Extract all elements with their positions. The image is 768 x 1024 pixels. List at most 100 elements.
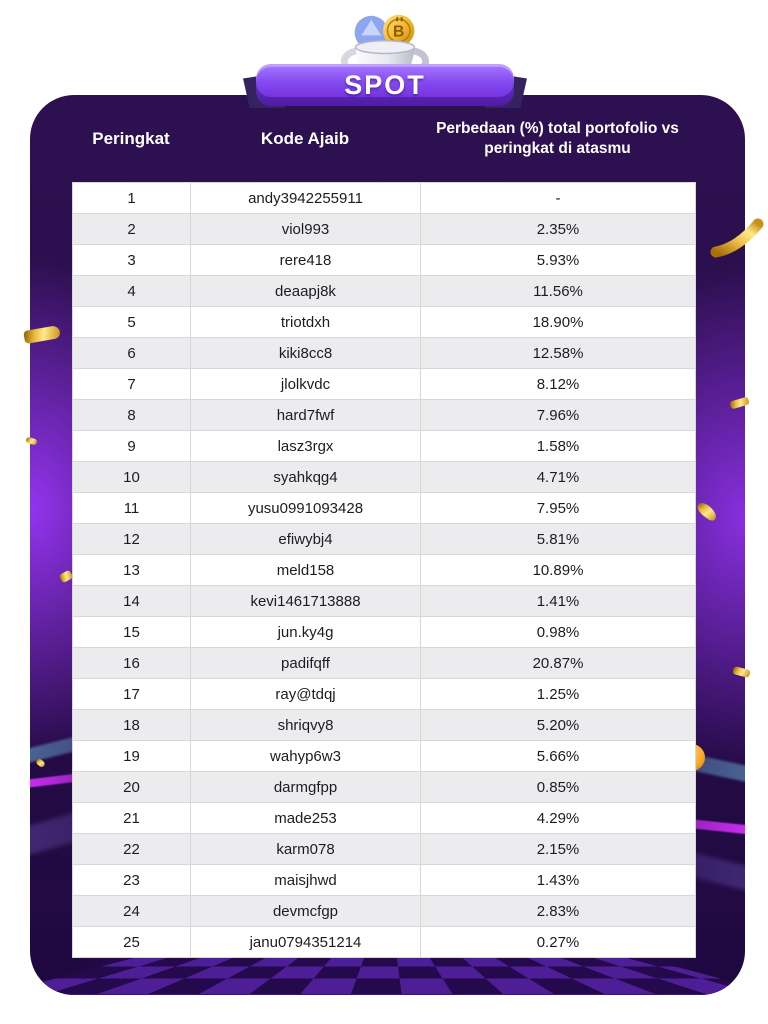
rank-cell: 19 xyxy=(72,740,191,772)
diff-cell: 2.35% xyxy=(420,213,696,245)
rank-cell: 6 xyxy=(72,337,191,369)
leaderboard-row: 14 kevi1461713888 1.41% xyxy=(72,585,696,617)
rank-cell: 21 xyxy=(72,802,191,834)
diff-cell: 5.20% xyxy=(420,709,696,741)
diff-cell: 2.15% xyxy=(420,833,696,865)
rank-cell: 1 xyxy=(72,182,191,214)
leaderboard-row: 16 padifqff 20.87% xyxy=(72,647,696,679)
leaderboard-row: 20 darmgfpp 0.85% xyxy=(72,771,696,803)
leaderboard-row: 19 wahyp6w3 5.66% xyxy=(72,740,696,772)
diff-cell: 2.83% xyxy=(420,895,696,927)
code-cell: syahkqg4 xyxy=(190,461,421,493)
rank-cell: 22 xyxy=(72,833,191,865)
code-cell: kiki8cc8 xyxy=(190,337,421,369)
rank-cell: 9 xyxy=(72,430,191,462)
column-header-diff: Perbedaan (%) total portofolio vs pering… xyxy=(436,119,679,157)
code-cell: jlolkvdc xyxy=(190,368,421,400)
spot-label: SPOT xyxy=(344,69,426,100)
leaderboard-row: 23 maisjhwd 1.43% xyxy=(72,864,696,896)
leaderboard-table: 1 andy3942255911 - 2 viol993 2.35% 3 rer… xyxy=(72,182,696,958)
rank-cell: 18 xyxy=(72,709,191,741)
code-cell: andy3942255911 xyxy=(190,182,421,214)
code-cell: hard7fwf xyxy=(190,399,421,431)
diff-cell: 5.81% xyxy=(420,523,696,555)
code-cell: efiwybj4 xyxy=(190,523,421,555)
rank-cell: 5 xyxy=(72,306,191,338)
rank-cell: 13 xyxy=(72,554,191,586)
table-header: Peringkat Kode Ajaib Perbedaan (%) total… xyxy=(72,97,695,181)
code-cell: triotdxh xyxy=(190,306,421,338)
leaderboard-row: 2 viol993 2.35% xyxy=(72,213,696,245)
spot-banner: B SPOT xyxy=(243,6,527,110)
leaderboard-row: 22 karm078 2.15% xyxy=(72,833,696,865)
spot-ribbon-bar: SPOT xyxy=(256,64,514,106)
code-cell: deaapj8k xyxy=(190,275,421,307)
code-cell: padifqff xyxy=(190,647,421,679)
diff-cell: 1.43% xyxy=(420,864,696,896)
diff-cell: 4.71% xyxy=(420,461,696,493)
rank-cell: 14 xyxy=(72,585,191,617)
diff-cell: 11.56% xyxy=(420,275,696,307)
rank-cell: 23 xyxy=(72,864,191,896)
code-cell: wahyp6w3 xyxy=(190,740,421,772)
diff-cell: 7.96% xyxy=(420,399,696,431)
leaderboard-row: 7 jlolkvdc 8.12% xyxy=(72,368,696,400)
leaderboard-row: 8 hard7fwf 7.96% xyxy=(72,399,696,431)
code-cell: meld158 xyxy=(190,554,421,586)
diff-cell: 18.90% xyxy=(420,306,696,338)
rank-cell: 2 xyxy=(72,213,191,245)
diff-cell: - xyxy=(420,182,696,214)
rank-cell: 25 xyxy=(72,926,191,958)
leaderboard-row: 6 kiki8cc8 12.58% xyxy=(72,337,696,369)
svg-text:B: B xyxy=(393,23,404,40)
leaderboard-row: 13 meld158 10.89% xyxy=(72,554,696,586)
leaderboard-card: Peringkat Kode Ajaib Perbedaan (%) total… xyxy=(30,95,745,995)
code-cell: kevi1461713888 xyxy=(190,585,421,617)
code-cell: lasz3rgx xyxy=(190,430,421,462)
leaderboard-row: 5 triotdxh 18.90% xyxy=(72,306,696,338)
diff-cell: 7.95% xyxy=(420,492,696,524)
diff-cell: 20.87% xyxy=(420,647,696,679)
code-cell: maisjhwd xyxy=(190,864,421,896)
code-cell: rere418 xyxy=(190,244,421,276)
column-header-rank: Peringkat xyxy=(92,129,170,148)
leaderboard-row: 12 efiwybj4 5.81% xyxy=(72,523,696,555)
code-cell: yusu0991093428 xyxy=(190,492,421,524)
diff-cell: 5.93% xyxy=(420,244,696,276)
rank-cell: 10 xyxy=(72,461,191,493)
leaderboard-rows: 1 andy3942255911 - 2 viol993 2.35% 3 rer… xyxy=(72,182,696,958)
rank-cell: 8 xyxy=(72,399,191,431)
diff-cell: 0.27% xyxy=(420,926,696,958)
spot-ribbon: SPOT xyxy=(243,56,527,110)
diff-cell: 8.12% xyxy=(420,368,696,400)
code-cell: shriqvy8 xyxy=(190,709,421,741)
diff-cell: 12.58% xyxy=(420,337,696,369)
rank-cell: 11 xyxy=(72,492,191,524)
diff-cell: 4.29% xyxy=(420,802,696,834)
code-cell: viol993 xyxy=(190,213,421,245)
leaderboard-row: 1 andy3942255911 - xyxy=(72,182,696,214)
diff-cell: 0.98% xyxy=(420,616,696,648)
rank-cell: 12 xyxy=(72,523,191,555)
code-cell: karm078 xyxy=(190,833,421,865)
rank-cell: 3 xyxy=(72,244,191,276)
rank-cell: 17 xyxy=(72,678,191,710)
column-header-code: Kode Ajaib xyxy=(260,129,350,148)
code-cell: ray@tdqj xyxy=(190,678,421,710)
rank-cell: 24 xyxy=(72,895,191,927)
leaderboard-row: 11 yusu0991093428 7.95% xyxy=(72,492,696,524)
leaderboard-row: 18 shriqvy8 5.20% xyxy=(72,709,696,741)
leaderboard-row: 9 lasz3rgx 1.58% xyxy=(72,430,696,462)
diff-cell: 10.89% xyxy=(420,554,696,586)
code-cell: darmgfpp xyxy=(190,771,421,803)
leaderboard-row: 17 ray@tdqj 1.25% xyxy=(72,678,696,710)
code-cell: jun.ky4g xyxy=(190,616,421,648)
code-cell: made253 xyxy=(190,802,421,834)
leaderboard-row: 3 rere418 5.93% xyxy=(72,244,696,276)
rank-cell: 15 xyxy=(72,616,191,648)
diff-cell: 1.25% xyxy=(420,678,696,710)
diff-cell: 1.41% xyxy=(420,585,696,617)
diff-cell: 5.66% xyxy=(420,740,696,772)
gold-confetti-icon xyxy=(710,218,764,258)
